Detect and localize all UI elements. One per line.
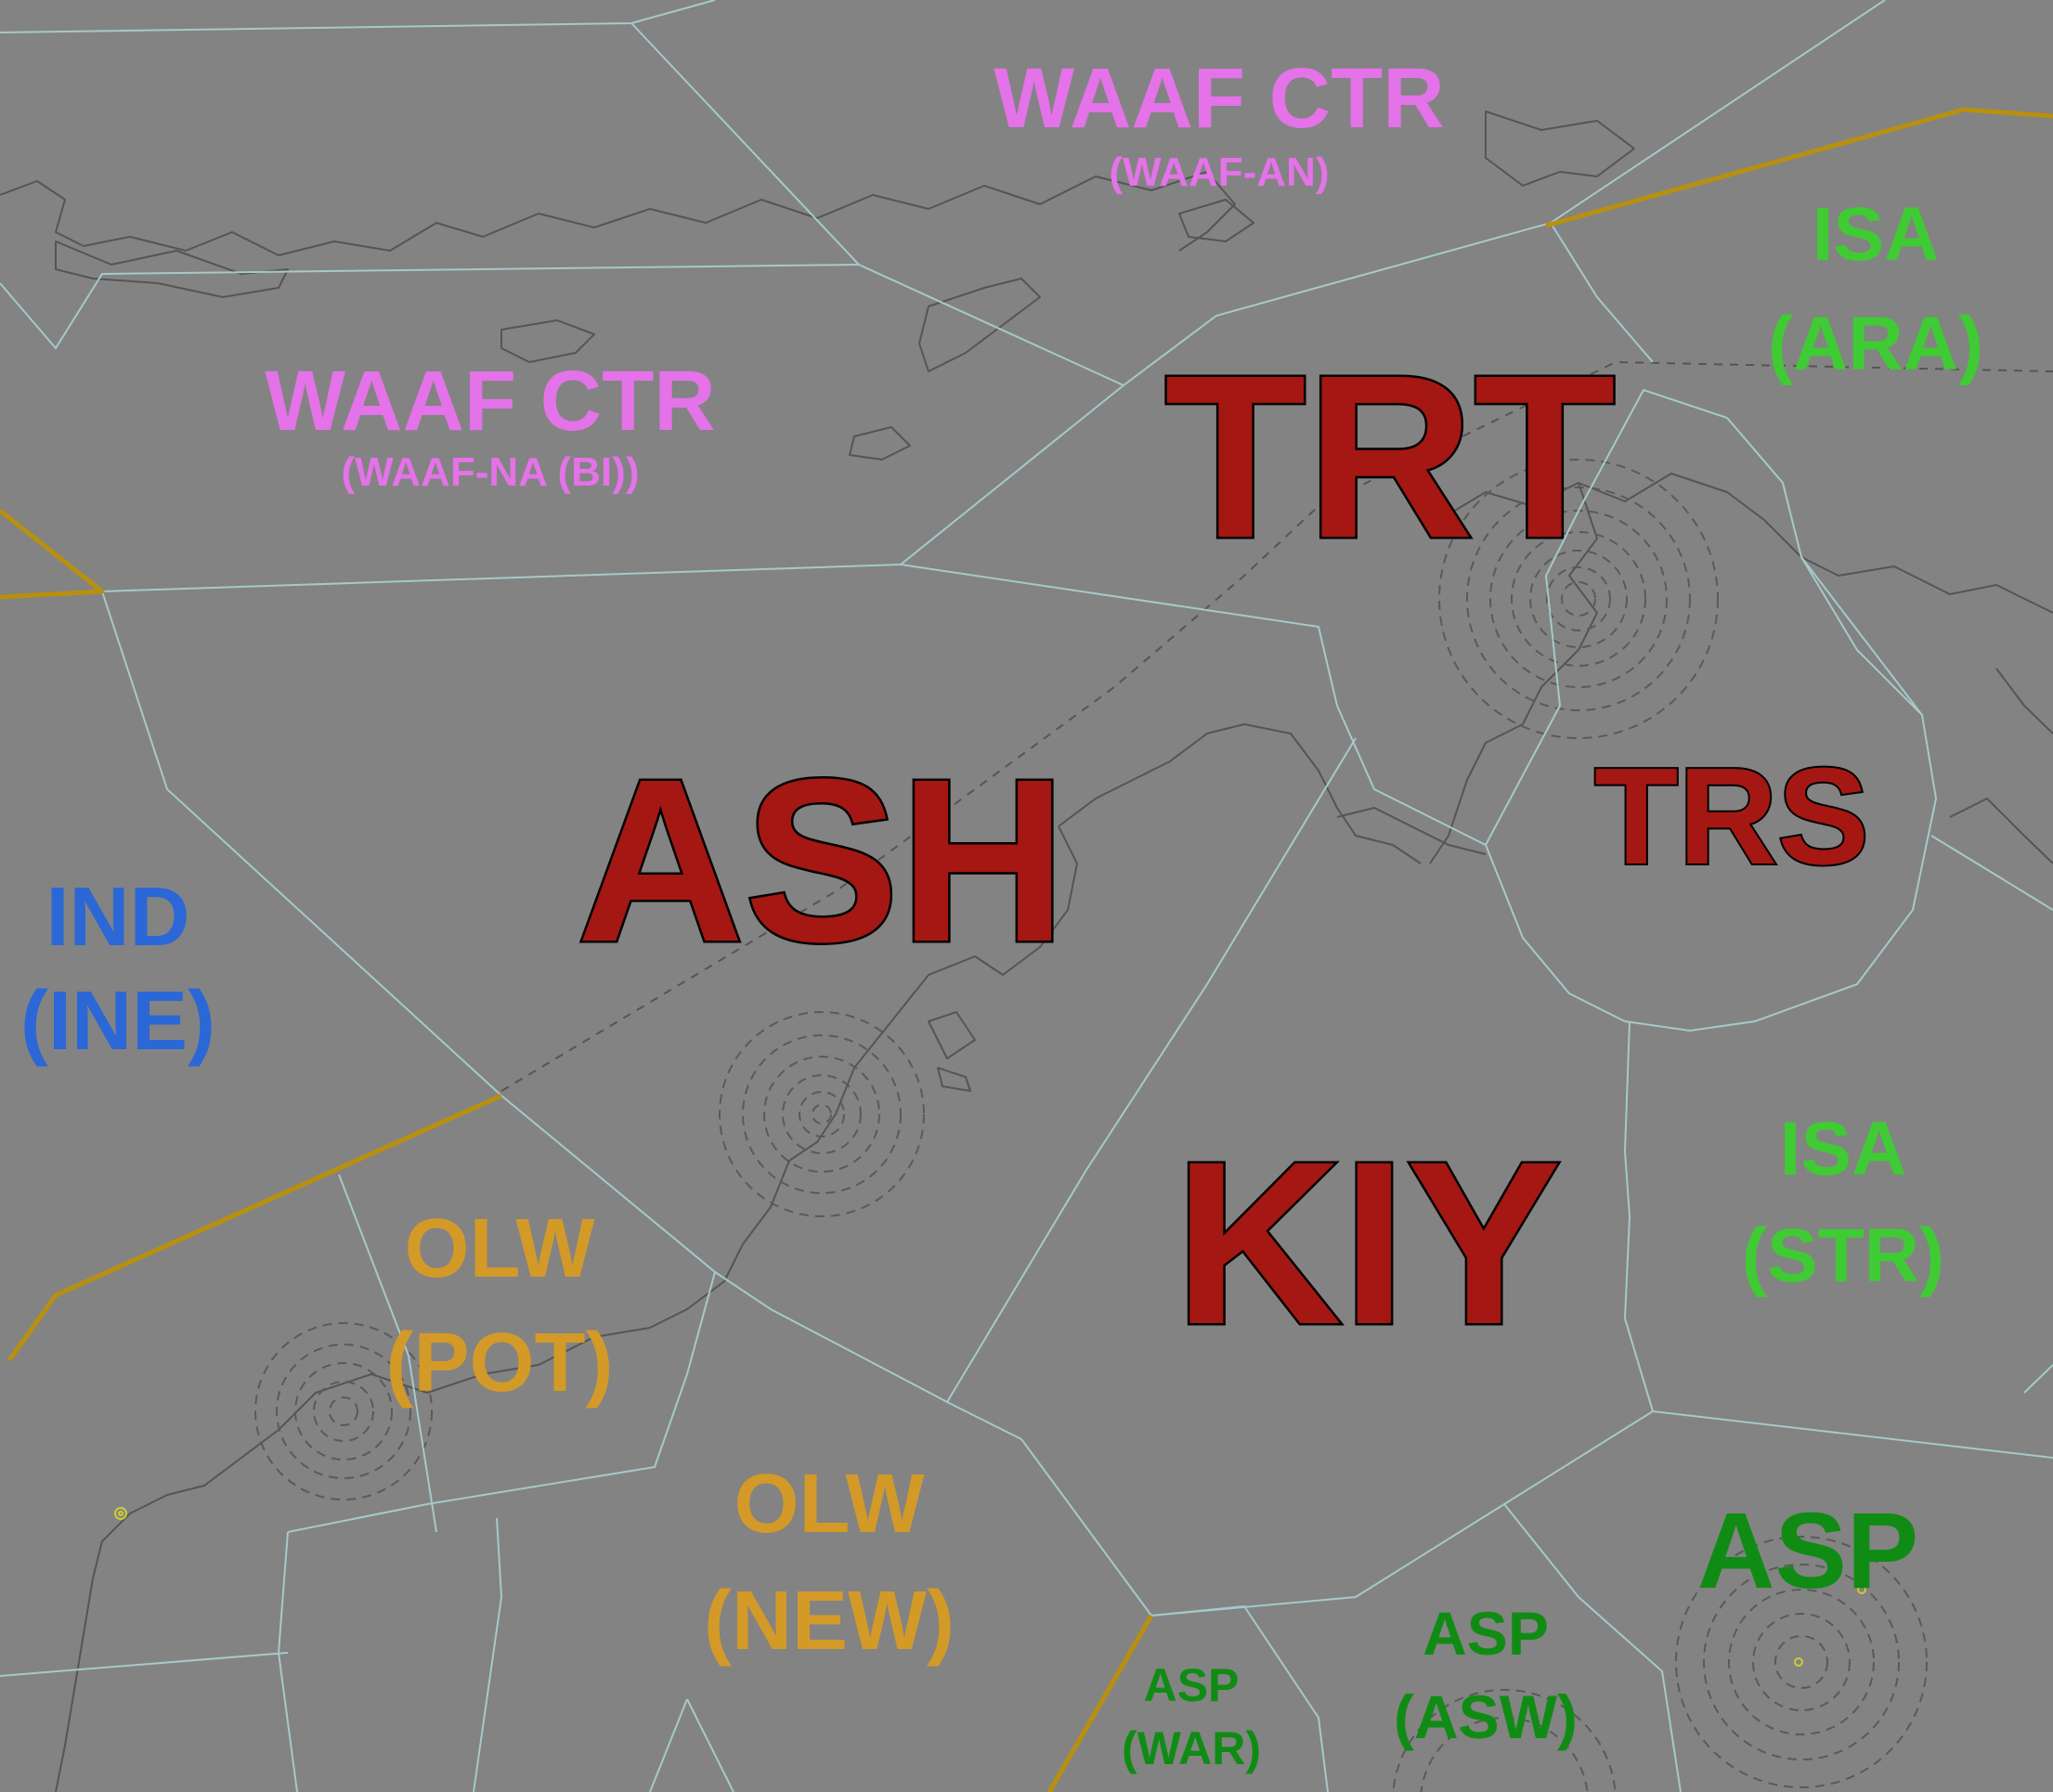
dashed-sub-boundary — [500, 360, 2053, 1092]
fir-boundary-southwest — [6, 1093, 503, 1362]
boundary-pot-left — [338, 1174, 437, 1533]
navaid-marker-west-inner — [118, 1511, 123, 1516]
ind-label: IND — [46, 871, 190, 964]
boundary-asp-war — [1150, 1604, 1329, 1792]
ash-approach-rings — [719, 1011, 925, 1217]
boundary-isa-ara — [1550, 222, 1654, 363]
trt-label: TRT — [1164, 327, 1616, 586]
kiy-label: KIY — [1175, 1113, 1562, 1372]
coastline-ash-islets — [928, 1011, 976, 1092]
asw-approach-rings — [1392, 1689, 1617, 1792]
fir-boundary — [0, 107, 2053, 1792]
coastline-north-islands — [0, 171, 1236, 256]
navaid-marker-asp-north — [1857, 1585, 1866, 1594]
navaid-marker-west — [114, 1507, 127, 1520]
boundary-asp-asw — [1503, 1503, 1682, 1792]
boundary-ara-right — [1800, 556, 1923, 716]
isa-ara-sublabel: (ARA) — [1768, 302, 1983, 386]
navaid-markers — [114, 1507, 1866, 1667]
coastline-trt-inlet — [1429, 482, 1598, 864]
boundary-str-right — [1930, 835, 2053, 1394]
waaf-an-sublabel: (WAAF-AN) — [1109, 149, 1329, 195]
olw-approach-rings — [254, 1322, 433, 1500]
ash-label: ASH — [577, 731, 1067, 990]
asp-asw-label: ASP — [1423, 1599, 1549, 1668]
boundary-kiy-west — [946, 737, 1357, 1403]
sector-labels: WAAF CTR (WAAF-AN) WAAF CTR (WAAF-NA (BI… — [20, 51, 1983, 1774]
coastline-island-a — [500, 319, 595, 363]
olw-new-label: OLW — [734, 1458, 925, 1551]
boundary-waaf-an-right — [1123, 0, 1886, 386]
coastline-central-arc — [1058, 723, 1422, 864]
asp-war-label: ASP — [1144, 1659, 1240, 1711]
boundary-isa-str-bottom — [1652, 1410, 2053, 1459]
asp-approach-rings — [1675, 1536, 1928, 1788]
olw-new-sublabel: (NEW) — [704, 1575, 955, 1668]
isa-ara-label: ISA — [1813, 192, 1940, 277]
waaf-na-sublabel: (WAAF-NA (BI)) — [342, 449, 640, 495]
boundary-ash-top — [900, 564, 1487, 846]
coastline-kiy-shore — [1336, 807, 1487, 855]
coastline-east-edge — [1949, 668, 2053, 864]
boundary-waaf-an-bottom — [0, 264, 860, 350]
boundary-trt-ring — [1485, 388, 1938, 1032]
navaid-marker-asp — [1794, 1657, 1803, 1667]
fir-boundary-northeast — [1545, 107, 2053, 228]
coastline-southwest — [55, 1327, 651, 1792]
coastline-island-e — [1178, 199, 1254, 242]
waaf-an-label: WAAF CTR — [994, 51, 1444, 146]
isa-str-label: ISA — [1780, 1107, 1907, 1191]
coastline-east-shore — [1438, 473, 2053, 614]
boundary-ind-diagonal — [101, 591, 716, 1273]
isa-str-sublabel: (STR) — [1742, 1214, 1945, 1298]
coastline-island-d — [849, 426, 911, 461]
coastline-island-c — [1485, 110, 1635, 187]
waaf-na-label: WAAF CTR — [265, 354, 715, 448]
boundary-olw-new-left — [473, 1517, 503, 1792]
olw-pot-label: OLW — [405, 1202, 595, 1295]
boundary-sw-cells — [0, 1531, 734, 1792]
fir-boundary-south — [1046, 1614, 1154, 1792]
boundary-olw-pot-top — [714, 1271, 1022, 1440]
coastline-island-b — [918, 278, 1041, 372]
fir-boundary-west-wedge — [0, 509, 105, 600]
ind-sublabel: (INE) — [20, 975, 215, 1068]
asp-asw-sublabel: (ASW) — [1394, 1682, 1578, 1751]
asp-war-sublabel: (WAR) — [1122, 1722, 1261, 1774]
coastline-north-islands-2 — [55, 240, 289, 298]
boundary-olw-mid — [287, 1271, 716, 1533]
asp-label: ASP — [1697, 1490, 1919, 1611]
trs-label: TRS — [1594, 740, 1869, 893]
olw-pot-sublabel: (POT) — [386, 1317, 614, 1409]
